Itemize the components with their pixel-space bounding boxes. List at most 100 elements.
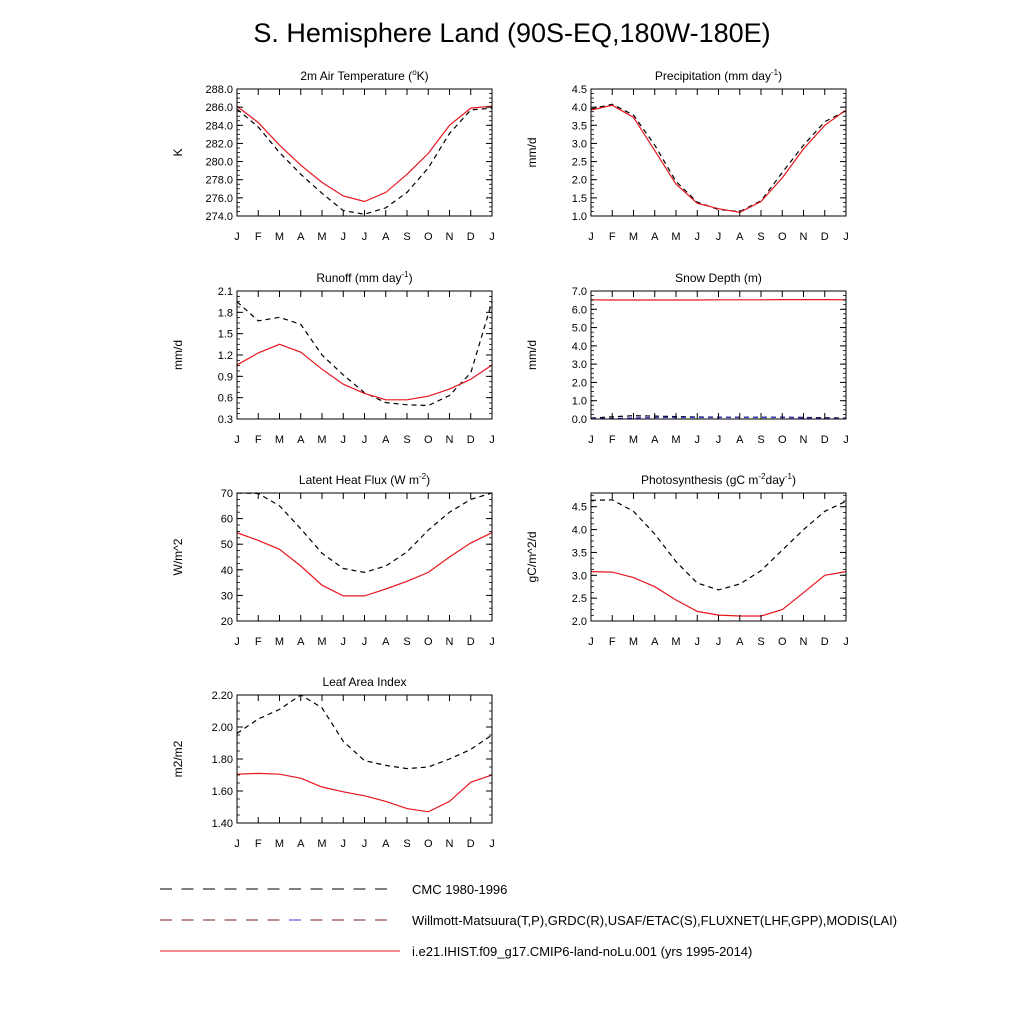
series-model-line: [591, 571, 846, 617]
y-tick-label: 2.5: [572, 593, 587, 605]
x-tick-label: A: [297, 838, 305, 850]
y-tick-label: 288.0: [205, 84, 233, 96]
x-tick-label: A: [651, 231, 659, 243]
panel-title: 2m Air Temperature (oK): [300, 68, 428, 83]
x-tick-label: J: [362, 231, 368, 243]
x-tick-label: J: [362, 838, 368, 850]
title-part: Photosynthesis (gC m: [641, 473, 758, 487]
y-tick-label: 274.0: [205, 211, 233, 223]
y-axis-label: K: [171, 148, 185, 156]
y-tick-label: 20: [221, 616, 233, 628]
series-model-line: [237, 532, 492, 597]
x-tick-label: F: [255, 434, 262, 446]
y-axis-label: W/m^2: [171, 538, 185, 575]
x-tick-label: J: [843, 231, 849, 243]
x-tick-label: M: [671, 434, 680, 446]
x-tick-label: J: [341, 231, 347, 243]
x-tick-label: A: [736, 231, 744, 243]
panel-title: Latent Heat Flux (W m-2): [299, 472, 430, 487]
x-tick-label: J: [362, 636, 368, 648]
series-obs-line: [591, 499, 846, 591]
plot-frame: [590, 492, 847, 622]
title-superscript: -1: [785, 472, 793, 481]
y-tick-label: 276.0: [205, 193, 233, 205]
x-tick-label: J: [341, 838, 347, 850]
title-part: ): [409, 271, 413, 285]
x-tick-label: J: [234, 231, 240, 243]
x-tick-label: A: [382, 838, 390, 850]
y-tick-label: 1.5: [218, 329, 233, 341]
y-tick-label: 0.6: [218, 393, 233, 405]
y-tick-label: 286.0: [205, 102, 233, 114]
x-tick-label: J: [588, 231, 594, 243]
y-tick-label: 2.20: [212, 690, 233, 702]
x-tick-label: A: [297, 231, 305, 243]
x-tick-label: M: [275, 636, 284, 648]
legend-label: i.e21.IHIST.f09_g17.CMIP6-land-noLu.001 …: [412, 944, 752, 959]
x-tick-label: J: [341, 434, 347, 446]
series-model-line: [591, 104, 846, 214]
x-tick-label: D: [821, 231, 829, 243]
x-tick-label: S: [403, 838, 410, 850]
page-title: S. Hemisphere Land (90S-EQ,180W-180E): [253, 18, 771, 48]
y-tick-label: 1.0: [572, 396, 587, 408]
y-axis-label: mm/d: [525, 340, 539, 370]
series-obs-line: [237, 301, 492, 407]
x-tick-label: D: [467, 838, 475, 850]
y-tick-label: 280.0: [205, 157, 233, 169]
x-tick-label: N: [446, 434, 454, 446]
x-tick-label: J: [489, 636, 495, 648]
x-tick-label: N: [446, 231, 454, 243]
x-tick-label: M: [629, 231, 638, 243]
y-tick-label: 70: [221, 488, 233, 500]
x-tick-label: S: [403, 434, 410, 446]
title-superscript: -1: [402, 270, 410, 279]
series-obs-line: [591, 103, 846, 213]
x-tick-label: M: [317, 636, 326, 648]
y-tick-label: 1.60: [212, 786, 233, 798]
y-tick-label: 1.80: [212, 754, 233, 766]
x-tick-label: J: [716, 434, 722, 446]
series-obs-line: [237, 493, 492, 574]
y-tick-label: 2.0: [572, 616, 587, 628]
y-tick-label: 4.0: [572, 341, 587, 353]
x-tick-label: A: [382, 434, 390, 446]
x-tick-label: M: [275, 231, 284, 243]
y-tick-label: 4.5: [572, 502, 587, 514]
x-tick-label: J: [234, 434, 240, 446]
x-tick-label: A: [736, 434, 744, 446]
y-tick-label: 3.5: [572, 547, 587, 559]
y-tick-label: 60: [221, 514, 233, 526]
series-model-line: [237, 343, 492, 401]
x-tick-label: O: [424, 434, 433, 446]
y-tick-label: 1.2: [218, 350, 233, 362]
x-tick-label: J: [588, 636, 594, 648]
x-tick-label: J: [695, 231, 701, 243]
y-tick-label: 2.00: [212, 722, 233, 734]
y-tick-label: 7.0: [572, 286, 587, 298]
title-superscript: -2: [419, 472, 427, 481]
panel-title: Precipitation (mm day-1): [655, 68, 782, 83]
panel-gpp: J F M A M J J A S O N D J2.02.53.03.54.04.5gC/m^2/dP…: [525, 472, 849, 648]
title-part: day: [766, 473, 785, 487]
x-tick-label: J: [234, 838, 240, 850]
legend-item: Willmott-Matsuura(T,P),GRDC(R),USAF/ETAC…: [160, 913, 897, 928]
x-tick-label: F: [255, 231, 262, 243]
x-tick-label: S: [757, 231, 764, 243]
y-tick-label: 1.5: [572, 193, 587, 205]
x-tick-label: F: [255, 636, 262, 648]
x-tick-label: F: [609, 636, 616, 648]
y-tick-label: 6.0: [572, 304, 587, 316]
x-tick-label: S: [757, 636, 764, 648]
legend-label: CMC 1980-1996: [412, 882, 507, 897]
x-tick-label: D: [467, 434, 475, 446]
x-tick-label: F: [255, 838, 262, 850]
y-tick-label: 5.0: [572, 323, 587, 335]
x-tick-label: D: [821, 636, 829, 648]
x-tick-label: A: [297, 636, 305, 648]
panel-tsa: J F M A M J J A S O N D J274.0276.0278.0280.0282.028…: [171, 68, 495, 243]
panel-runoff: J F M A M J J A S O N D J0.30.60.91.21.51.82.1mm/dRu…: [171, 270, 495, 446]
y-tick-label: 1.0: [572, 211, 587, 223]
x-tick-label: D: [467, 636, 475, 648]
